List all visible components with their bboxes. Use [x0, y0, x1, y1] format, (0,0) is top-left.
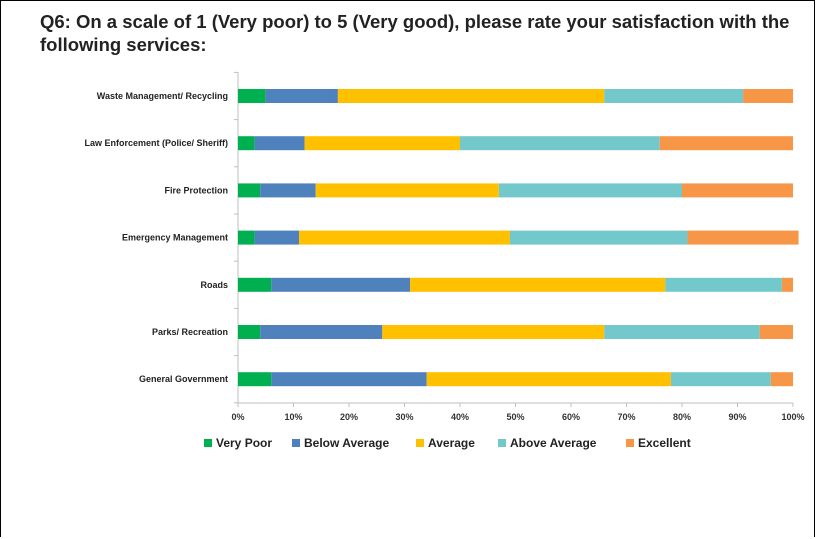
- legend-label-above-average: Above Average: [510, 436, 597, 450]
- bar-law-enforcement-police-sheriff-very-poor: [238, 136, 255, 151]
- bar-waste-management-recycling-below-average: [265, 89, 338, 103]
- x-tick-label: 100%: [781, 412, 804, 422]
- bar-emergency-management-average: [299, 230, 510, 245]
- bar-fire-protection-average: [315, 183, 499, 198]
- bar-general-government-below-average: [271, 372, 427, 387]
- category-label-roads: Roads: [200, 280, 228, 290]
- bar-roads-very-poor: [238, 277, 272, 292]
- category-label-fire-protection: Fire Protection: [164, 185, 228, 195]
- x-tick-label: 50%: [506, 412, 524, 422]
- bar-roads-excellent: [781, 277, 793, 292]
- legend-label-average: Average: [428, 436, 475, 450]
- bar-parks-recreation-excellent: [759, 325, 793, 339]
- bar-fire-protection-very-poor: [238, 183, 261, 198]
- x-tick-label: 80%: [673, 412, 691, 422]
- category-label-general-government: General Government: [139, 374, 228, 384]
- legend-label-excellent: Excellent: [638, 436, 691, 450]
- category-label-waste-management-recycling: Waste Management/ Recycling: [97, 91, 228, 101]
- x-tick-label: 90%: [728, 412, 746, 422]
- legend-swatch-below-average: [292, 439, 300, 447]
- bar-emergency-management-very-poor: [238, 230, 255, 245]
- bar-fire-protection-below-average: [260, 183, 316, 198]
- bar-parks-recreation-above-average: [604, 325, 760, 339]
- bar-law-enforcement-police-sheriff-above-average: [460, 136, 660, 151]
- chart-title: Q6: On a scale of 1 (Very poor) to 5 (Ve…: [40, 11, 790, 55]
- category-label-law-enforcement-police-sheriff: Law Enforcement (Police/ Sheriff): [84, 138, 228, 148]
- bar-parks-recreation-very-poor: [238, 325, 261, 339]
- bar-law-enforcement-police-sheriff-below-average: [254, 136, 305, 151]
- bar-law-enforcement-police-sheriff-average: [304, 136, 460, 151]
- x-tick-label: 20%: [340, 412, 358, 422]
- bar-general-government-average: [426, 372, 671, 387]
- x-tick-label: 70%: [617, 412, 635, 422]
- bar-waste-management-recycling-above-average: [604, 89, 744, 103]
- legend-label-very-poor: Very Poor: [216, 436, 272, 450]
- category-label-emergency-management: Emergency Management: [122, 233, 228, 243]
- category-label-parks-recreation: Parks/ Recreation: [152, 327, 228, 337]
- bar-waste-management-recycling-excellent: [743, 89, 793, 103]
- x-tick-label: 40%: [451, 412, 469, 422]
- legend-swatch-excellent: [626, 439, 634, 447]
- bar-emergency-management-excellent: [687, 230, 799, 245]
- bar-fire-protection-excellent: [682, 183, 793, 198]
- bar-waste-management-recycling-very-poor: [238, 89, 266, 103]
- x-tick-label: 10%: [284, 412, 302, 422]
- bar-parks-recreation-average: [382, 325, 605, 339]
- legend-swatch-average: [416, 439, 424, 447]
- x-tick-label: 60%: [562, 412, 580, 422]
- bar-law-enforcement-police-sheriff-excellent: [659, 136, 793, 151]
- legend-swatch-above-average: [498, 439, 506, 447]
- bar-waste-management-recycling-average: [337, 89, 605, 103]
- bar-general-government-excellent: [770, 372, 793, 387]
- legend-label-below-average: Below Average: [304, 436, 389, 450]
- bar-parks-recreation-below-average: [260, 325, 383, 339]
- bar-roads-above-average: [665, 277, 782, 292]
- bar-roads-average: [410, 277, 666, 292]
- x-tick-label: 0%: [231, 412, 244, 422]
- bar-emergency-management-above-average: [509, 230, 688, 245]
- bar-general-government-above-average: [670, 372, 771, 387]
- bar-emergency-management-below-average: [254, 230, 300, 245]
- bar-general-government-very-poor: [238, 372, 272, 387]
- bar-roads-below-average: [271, 277, 411, 292]
- legend-swatch-very-poor: [204, 439, 212, 447]
- bar-fire-protection-above-average: [498, 183, 682, 198]
- x-tick-label: 30%: [395, 412, 413, 422]
